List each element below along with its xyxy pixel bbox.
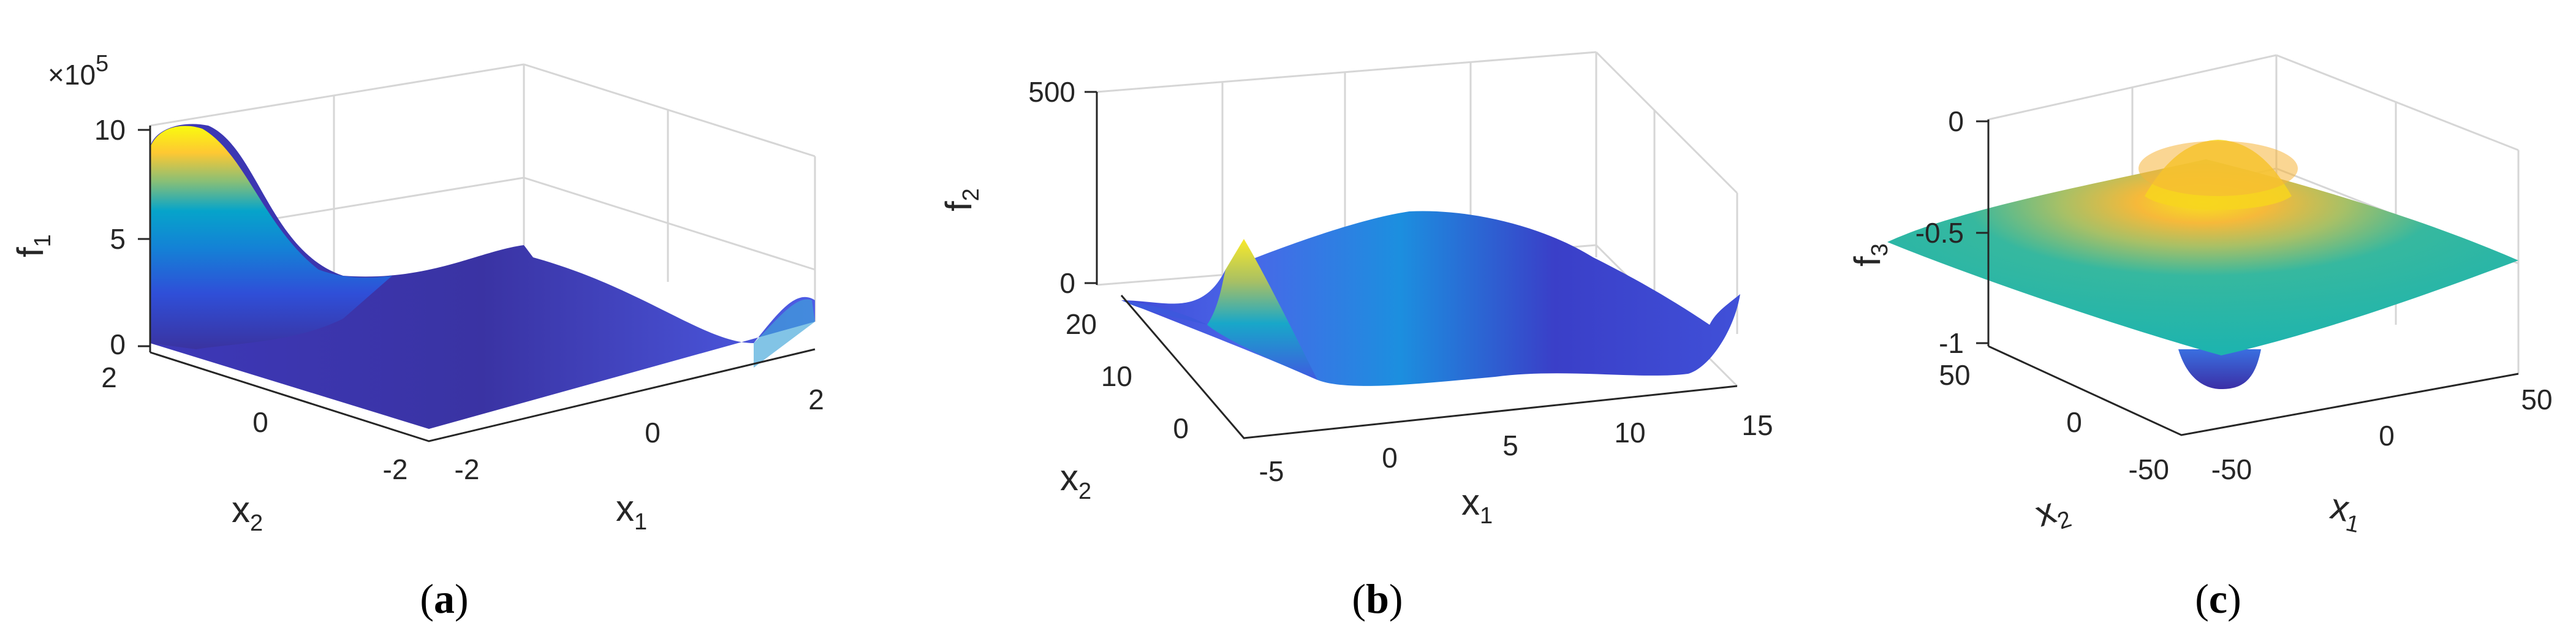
panel-b-y-ticks: 20 10 0: [1066, 308, 1189, 444]
panel-b: 500 0 f2 20 10 0 -5 0 5 10 15 x2 x1 (b): [938, 51, 1773, 622]
panel-a-z-tick: 10: [94, 114, 126, 146]
panel-b-x-tick: -5: [1259, 455, 1284, 487]
panel-a-z-tick: 5: [110, 223, 126, 255]
panel-c-y-tick: 0: [2066, 406, 2082, 438]
panel-c-x-ticks: -50 0 50: [2211, 384, 2553, 485]
panel-c-x-tick: 50: [2521, 384, 2552, 415]
panel-a: 10 5 0 ×105 f1 2 0 -2 -2 0 2 x2 x1: [10, 51, 824, 622]
panel-c-z-tick: 0: [1948, 105, 1964, 137]
panel-a-x-ticks: -2 0 2: [455, 384, 824, 485]
panel-c-z-label: f3: [1847, 243, 1893, 267]
panel-b-x-tick: 10: [1614, 417, 1645, 449]
panel-c-z-tick: -0.5: [1915, 217, 1964, 249]
panel-a-y-tick: 2: [101, 362, 117, 393]
panel-a-y-tick: -2: [383, 453, 408, 485]
panel-b-x-tick: 0: [1382, 442, 1398, 474]
panel-c-y-label: x2: [2030, 486, 2074, 540]
panel-c: 0 -0.5 -1 f3 50 0 -50 -50 0 50 x2 x1 (c): [1847, 54, 2553, 622]
panel-b-caption: (b): [1352, 575, 1403, 622]
panel-c-z-tick: -1: [1939, 327, 1964, 359]
panel-a-caption: (a): [420, 575, 468, 622]
panel-b-y-tick: 20: [1066, 308, 1097, 340]
panel-a-x-tick: 2: [808, 384, 824, 415]
panel-b-x-label: x1: [1461, 482, 1493, 529]
panel-c-y-tick: 50: [1939, 359, 1970, 391]
panel-a-x-tick: -2: [455, 453, 480, 485]
panel-b-x-tick: 15: [1741, 409, 1773, 441]
panel-b-surface: [1121, 211, 1740, 386]
panel-a-x-tick: 0: [645, 417, 661, 449]
panel-b-y-label: x2: [1060, 457, 1091, 504]
panel-c-x-label: x1: [2325, 485, 2366, 538]
panel-b-z-tick: 0: [1059, 267, 1075, 299]
panel-a-y-label: x2: [232, 489, 263, 536]
panel-c-x-tick: 0: [2379, 420, 2395, 452]
panel-c-y-ticks: 50 0 -50: [1939, 359, 2169, 485]
panel-c-surface: [1887, 140, 2518, 389]
panel-a-exponent: ×105: [48, 51, 108, 91]
panel-a-surface: [150, 124, 815, 430]
panel-b-y-tick: 0: [1173, 412, 1189, 444]
panel-c-x-tick: -50: [2211, 453, 2252, 485]
panel-b-z-ticks: 500 0: [1028, 76, 1097, 299]
panel-a-x-label: x1: [616, 488, 647, 535]
panel-c-y-tick: -50: [2129, 453, 2169, 485]
panel-b-x-ticks: -5 0 5 10 15: [1259, 409, 1773, 487]
panel-a-z-ticks: 10 5 0: [94, 114, 150, 360]
panel-a-y-tick: 0: [252, 406, 268, 438]
panel-a-z-tick: 0: [110, 328, 126, 360]
panel-a-y-ticks: 2 0 -2: [101, 362, 407, 485]
panel-c-z-ticks: 0 -0.5 -1: [1915, 105, 1988, 359]
panel-b-y-tick: 10: [1101, 360, 1132, 392]
panel-b-z-label: f2: [938, 188, 984, 211]
panel-a-z-label: f1: [10, 234, 56, 257]
panel-c-caption: (c): [2195, 575, 2241, 622]
panel-b-x-tick: 5: [1502, 430, 1518, 461]
panel-b-z-tick: 500: [1028, 76, 1075, 108]
